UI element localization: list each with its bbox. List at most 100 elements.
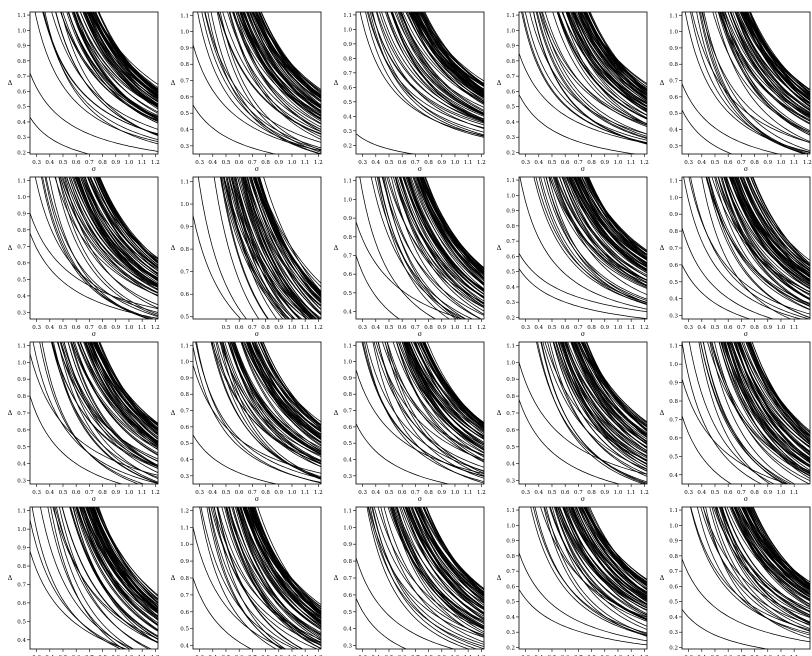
series-line [252, 342, 321, 426]
x-tick-label: 1.0 [451, 325, 460, 331]
series-line [89, 342, 158, 443]
x-tick-label: 1.2 [314, 325, 323, 331]
series-line [557, 507, 647, 609]
series-line [548, 177, 647, 281]
series-line [562, 12, 647, 110]
series-line [51, 12, 158, 130]
y-tick-label: 0.7 [343, 576, 352, 582]
series-line [94, 12, 158, 89]
series-line [30, 395, 123, 484]
series-line [210, 12, 321, 154]
panel: 0.30.40.50.60.70.80.91.01.11.20.30.40.50… [334, 506, 486, 656]
series-line [567, 12, 647, 105]
series-line [223, 177, 291, 319]
series-line [245, 177, 321, 319]
series-line [577, 12, 647, 103]
series-line [545, 507, 647, 635]
series-line [585, 177, 647, 261]
series-line [424, 12, 484, 86]
x-tick-label: 0.6 [398, 490, 407, 496]
x-tick-label: 1.1 [464, 160, 473, 166]
series-line [392, 507, 484, 635]
series-line [700, 342, 787, 484]
series-line [253, 342, 321, 429]
y-tick-label: 0.4 [343, 627, 352, 633]
series-line [81, 177, 158, 270]
series-line [375, 342, 484, 461]
series-line [747, 342, 810, 436]
series-line [735, 12, 810, 111]
plot-frame [192, 11, 322, 155]
x-tick-label: 0.8 [587, 160, 596, 166]
series-line [691, 12, 810, 143]
series-line [91, 507, 158, 612]
series-line [221, 177, 289, 319]
y-tick-label: 0.4 [17, 294, 26, 300]
x-tick-label: 0.8 [587, 325, 596, 331]
series-line [77, 342, 158, 446]
series-line [561, 177, 647, 277]
series-line [386, 12, 484, 122]
x-tick-label: 0.9 [437, 325, 446, 331]
series-line [390, 12, 484, 116]
series-line [95, 12, 158, 92]
series-line [379, 12, 484, 123]
y-tick-label: 0.6 [506, 584, 515, 590]
series-line [70, 342, 158, 466]
series-line [96, 177, 158, 263]
series-line [365, 12, 484, 138]
series-line [249, 507, 321, 615]
series-line [66, 12, 158, 122]
y-tick-label: 1.0 [17, 195, 26, 201]
series-line [586, 507, 647, 589]
series-line [374, 177, 474, 319]
series-line [193, 104, 277, 154]
series-line [257, 12, 321, 93]
series-line [724, 12, 810, 116]
series-line [386, 177, 484, 304]
series-line [573, 177, 647, 261]
y-axis-label: Δ [8, 574, 13, 582]
series-line [750, 507, 810, 587]
x-tick-label: 1.2 [640, 160, 649, 166]
series-line [562, 342, 647, 462]
y-tick-label: 0.2 [17, 150, 26, 156]
series-line [580, 342, 647, 426]
x-tick-label: 0.7 [574, 325, 583, 331]
series-line [411, 12, 484, 98]
series-line [579, 507, 647, 594]
series-line [207, 12, 321, 154]
plot-frame [355, 11, 485, 155]
series-line [61, 177, 158, 288]
series-line [750, 177, 810, 266]
series-line [90, 12, 158, 97]
y-tick-label: 0.9 [669, 212, 678, 218]
series-line [199, 507, 277, 649]
x-tick-label: 0.7 [737, 160, 746, 166]
x-tick-label: 0.5 [385, 490, 394, 496]
panel: 0.3 0.4 0.5 0.6 0.7 0.8 0.9 1.0 1.1 0.3 0.4 0.5 0.6 0… [660, 176, 811, 338]
y-tick-label: 0.2 [506, 645, 515, 651]
series-line [392, 177, 484, 304]
series-line [712, 507, 810, 613]
series-line [747, 177, 810, 266]
series-line [748, 342, 810, 433]
x-tick-label: 0.6 [72, 160, 81, 166]
series-line [682, 83, 781, 154]
series-line [32, 342, 158, 484]
y-tick-label: 0.3 [343, 129, 352, 135]
series-line [82, 507, 158, 614]
x-tick-label: 0.3 [32, 160, 41, 166]
series-line [586, 342, 647, 432]
series-line [212, 507, 318, 649]
y-tick-label: 0.4 [343, 310, 352, 316]
y-tick-label: 0.4 [180, 458, 189, 464]
x-tick-label: 0.4 [45, 160, 54, 166]
y-axis-label: Δ [171, 409, 176, 417]
series-line [740, 177, 810, 278]
series-line [576, 177, 647, 268]
series-line [682, 264, 752, 319]
series-line [563, 342, 647, 453]
series-line [222, 177, 290, 319]
